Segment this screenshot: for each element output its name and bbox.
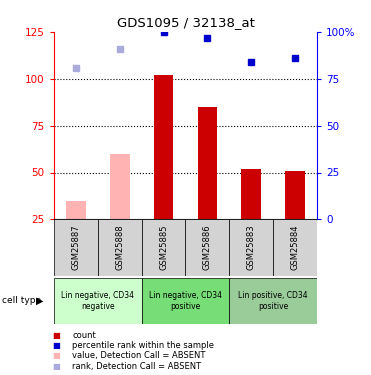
Text: GSM25888: GSM25888 bbox=[115, 225, 124, 270]
Bar bbox=[229, 219, 273, 276]
Text: rank, Detection Call = ABSENT: rank, Detection Call = ABSENT bbox=[72, 362, 201, 370]
Text: ■: ■ bbox=[52, 331, 60, 340]
Text: ▶: ▶ bbox=[36, 296, 44, 306]
Bar bbox=[229, 278, 317, 324]
Text: cell type: cell type bbox=[2, 296, 41, 305]
Text: GSM25887: GSM25887 bbox=[71, 225, 80, 270]
Bar bbox=[54, 278, 142, 324]
Bar bbox=[110, 154, 129, 219]
Text: GSM25884: GSM25884 bbox=[291, 225, 300, 270]
Text: ■: ■ bbox=[52, 351, 60, 360]
Bar bbox=[198, 107, 217, 219]
Bar bbox=[54, 219, 98, 276]
Title: GDS1095 / 32138_at: GDS1095 / 32138_at bbox=[116, 16, 255, 29]
Bar bbox=[98, 219, 142, 276]
Text: Lin negative, CD34
positive: Lin negative, CD34 positive bbox=[149, 291, 222, 310]
Bar bbox=[142, 219, 186, 276]
Bar bbox=[154, 75, 173, 219]
Bar bbox=[285, 171, 305, 219]
Text: Lin negative, CD34
negative: Lin negative, CD34 negative bbox=[61, 291, 134, 310]
Text: percentile rank within the sample: percentile rank within the sample bbox=[72, 341, 214, 350]
Bar bbox=[142, 278, 229, 324]
Text: ■: ■ bbox=[52, 341, 60, 350]
Bar bbox=[273, 219, 317, 276]
Text: GSM25883: GSM25883 bbox=[247, 225, 256, 270]
Text: GSM25886: GSM25886 bbox=[203, 225, 212, 270]
Text: ■: ■ bbox=[52, 362, 60, 370]
Bar bbox=[242, 169, 261, 219]
Text: GSM25885: GSM25885 bbox=[159, 225, 168, 270]
Text: value, Detection Call = ABSENT: value, Detection Call = ABSENT bbox=[72, 351, 206, 360]
Text: count: count bbox=[72, 331, 96, 340]
Bar bbox=[186, 219, 229, 276]
Bar bbox=[66, 201, 86, 219]
Text: Lin positive, CD34
positive: Lin positive, CD34 positive bbox=[239, 291, 308, 310]
